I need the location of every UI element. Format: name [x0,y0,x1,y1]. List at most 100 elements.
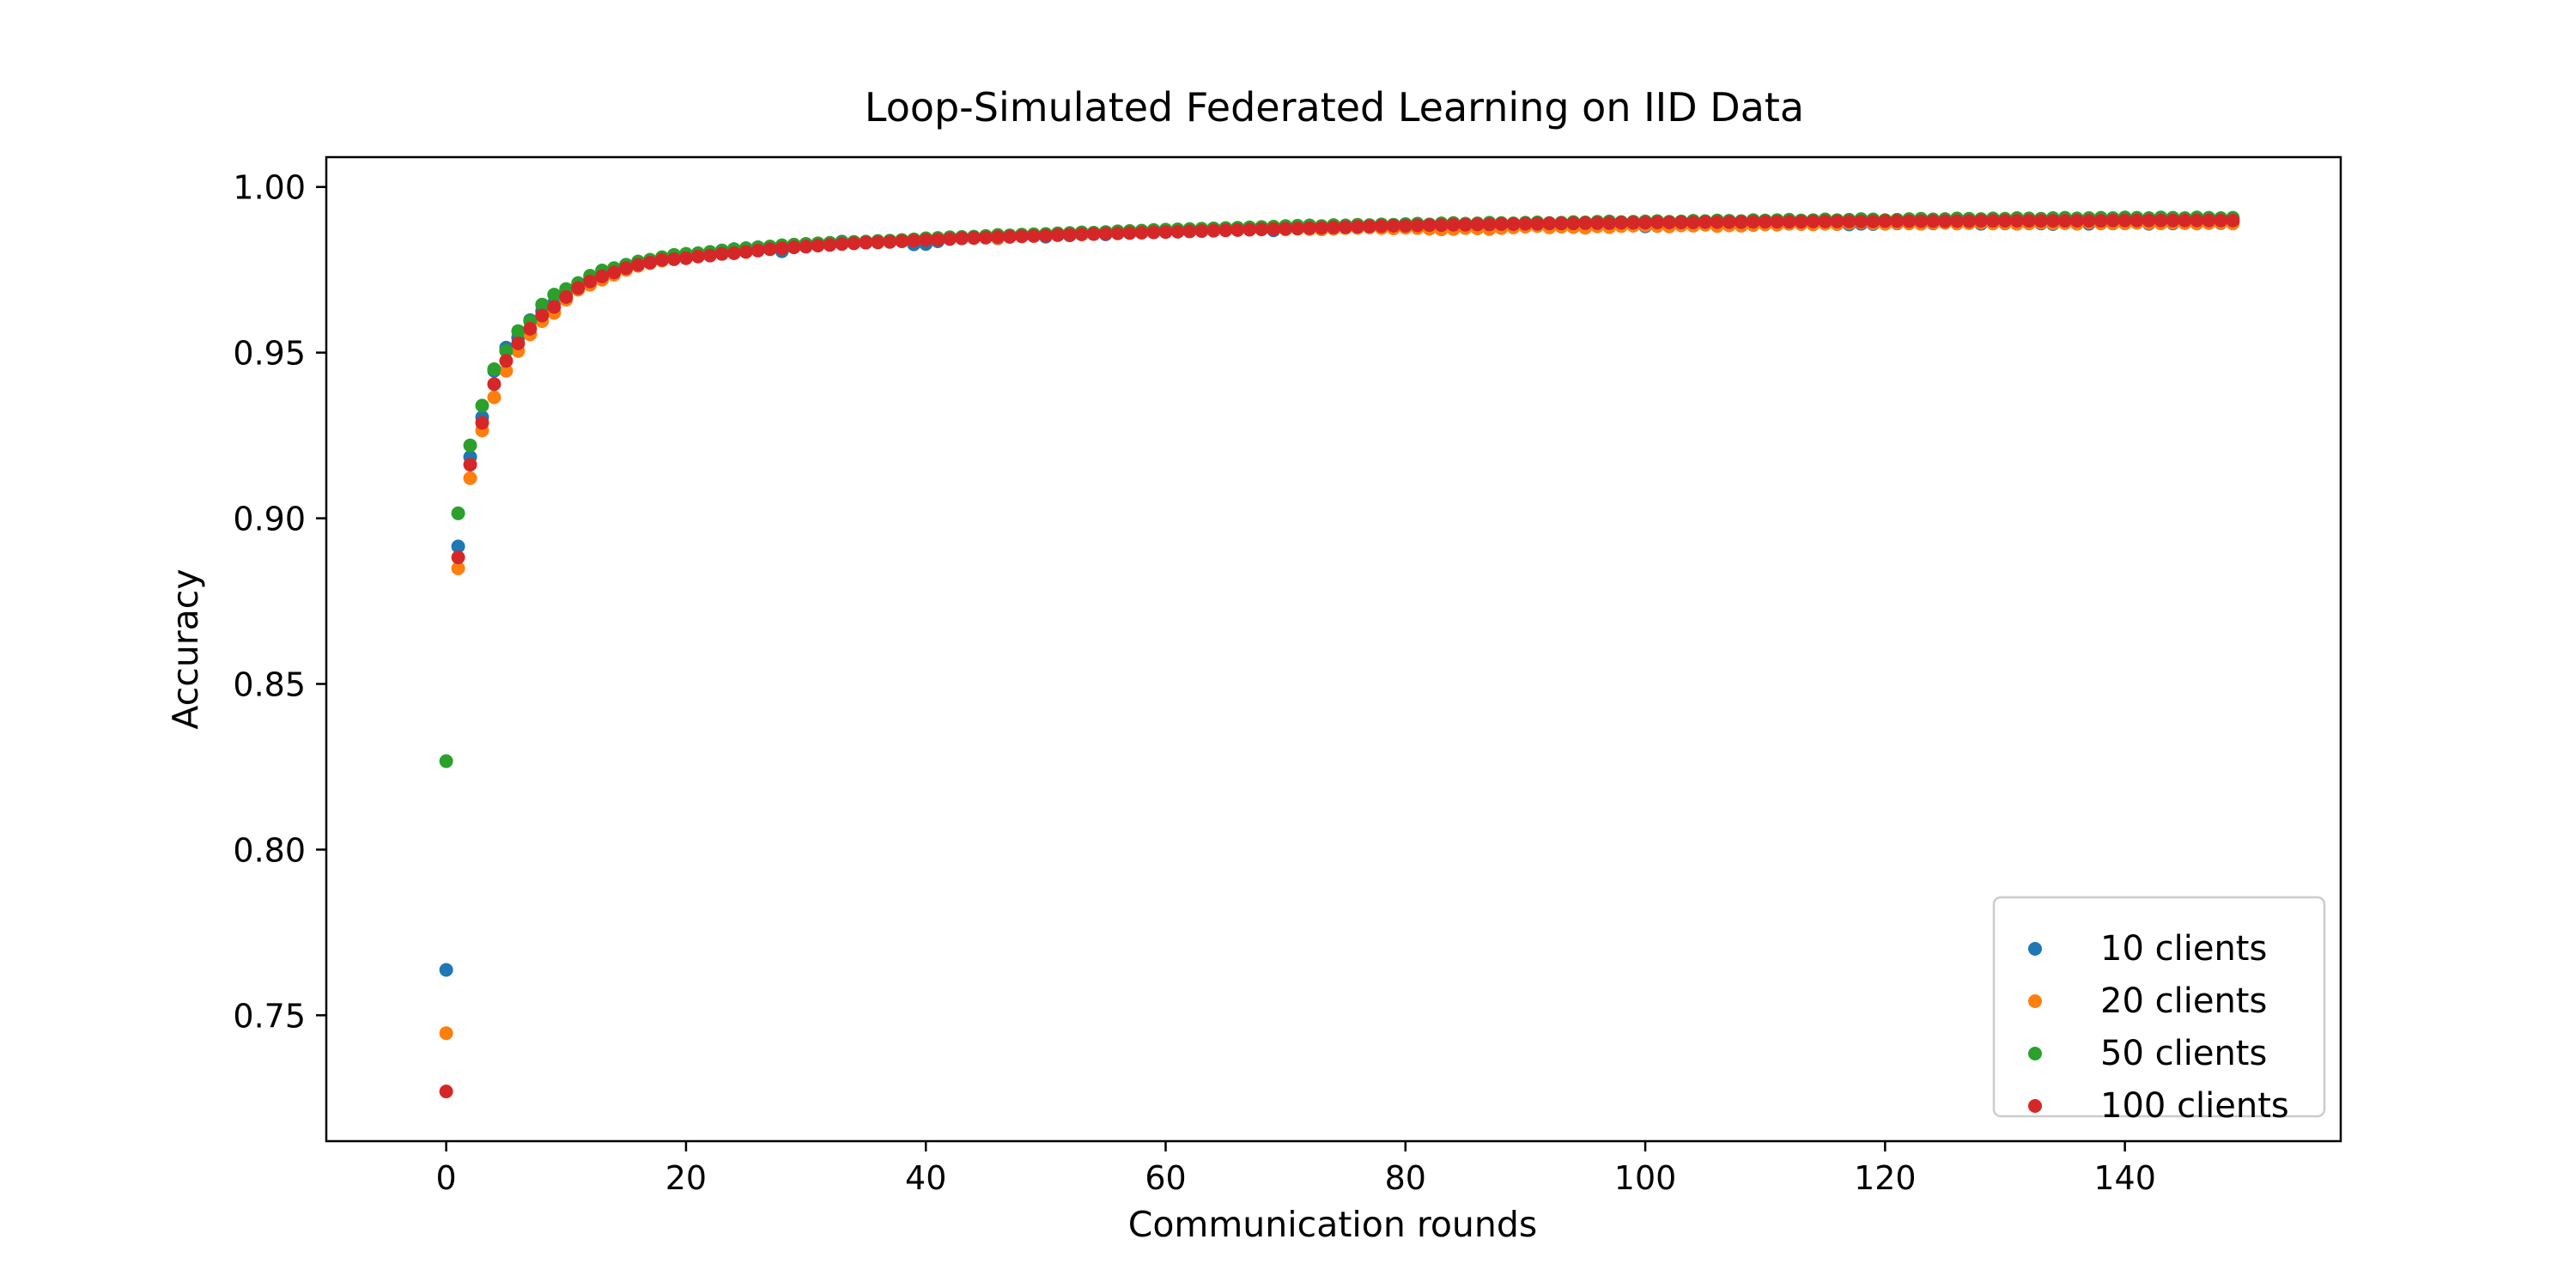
data-point [1530,216,1545,231]
data-point [883,234,897,249]
data-point [2117,213,2132,228]
x-tick-label: 140 [2093,1159,2156,1197]
data-point [451,550,465,565]
data-point [955,231,969,246]
data-point [2105,213,2120,228]
data-point [1494,216,1509,231]
data-point [979,230,993,245]
data-point [2045,214,2060,228]
data-point [487,377,501,392]
data-point [847,236,861,251]
data-point [451,561,465,575]
data-point [1602,216,1617,230]
data-point [702,248,717,263]
data-point [523,321,538,336]
legend-marker [2028,994,2042,1008]
data-point [1794,215,1808,229]
data-point [1122,226,1137,240]
data-point [1182,224,1197,239]
x-tick-label: 60 [1145,1159,1186,1197]
legend-label: 10 clients [2100,929,2267,969]
data-point [2093,214,2108,228]
data-point [499,354,513,368]
y-tick-label: 1.00 [233,169,306,207]
data-point [726,246,741,260]
data-point [1194,224,1209,239]
data-point [1267,222,1281,236]
data-point [463,458,477,472]
data-point [1554,216,1569,231]
data-point [2081,214,2096,228]
data-point [991,229,1005,244]
x-tick-label: 0 [436,1159,457,1197]
data-point [1686,216,1700,230]
data-point [463,438,477,453]
x-tick-label: 40 [905,1159,946,1197]
data-point [655,252,669,267]
data-point [871,235,885,250]
data-point [499,343,513,358]
data-point [1638,216,1653,230]
data-point [1050,228,1065,242]
data-point [2021,214,2036,228]
data-point [511,336,526,350]
data-point [1698,215,1712,229]
data-point [619,261,634,276]
data-point [487,361,501,376]
data-point [475,398,489,413]
data-point [1674,216,1688,230]
legend-label: 100 clients [2100,1086,2289,1126]
data-point [1914,214,1929,228]
data-point [1710,215,1724,229]
data-point [919,233,933,247]
data-point [1542,216,1557,231]
data-point [1086,227,1101,241]
data-point [1806,214,1820,228]
y-tick-label: 0.90 [233,501,306,538]
data-point [535,297,550,312]
data-point [1998,214,2012,228]
legend-items: 10 clients 20 clients 50 clients 100 client… [2028,929,2289,1126]
data-point [463,471,477,485]
data-point [1242,222,1257,237]
data-point [1255,222,1269,237]
data-point [439,754,453,769]
data-point [451,539,465,554]
data-point [799,240,813,254]
data-point [1902,214,1917,228]
data-point [2033,214,2048,228]
data-point [1062,228,1077,242]
data-point [559,289,574,304]
data-point [1818,214,1832,228]
data-point [1974,214,1989,228]
data-point [835,237,849,252]
x-tick-label: 100 [1614,1159,1677,1197]
data-point [1986,214,2001,228]
data-point [895,234,909,249]
data-point [1830,214,1844,228]
data-point [1218,223,1233,238]
data-point [607,265,622,280]
legend-marker [2028,942,2042,956]
data-point [2226,213,2240,228]
data-point [2057,214,2072,228]
x-axis: 0 20 40 60 80 100 120 140 [436,1141,2156,1197]
data-point [931,233,945,247]
data-point [1626,216,1641,230]
data-point [1962,214,1977,228]
data-point [1291,221,1305,235]
data-point [1578,216,1593,230]
data-point [583,274,598,289]
data-point [1650,216,1665,230]
data-point [1746,215,1760,229]
data-point [1782,215,1796,229]
data-point [1842,214,1856,228]
data-point [1374,219,1388,234]
data-point [2214,213,2228,228]
data-point [1410,218,1425,233]
legend-label: 20 clients [2100,981,2267,1021]
legend-frame [1992,896,2326,1118]
series-4 [439,213,2240,1099]
data-point [1398,218,1413,233]
